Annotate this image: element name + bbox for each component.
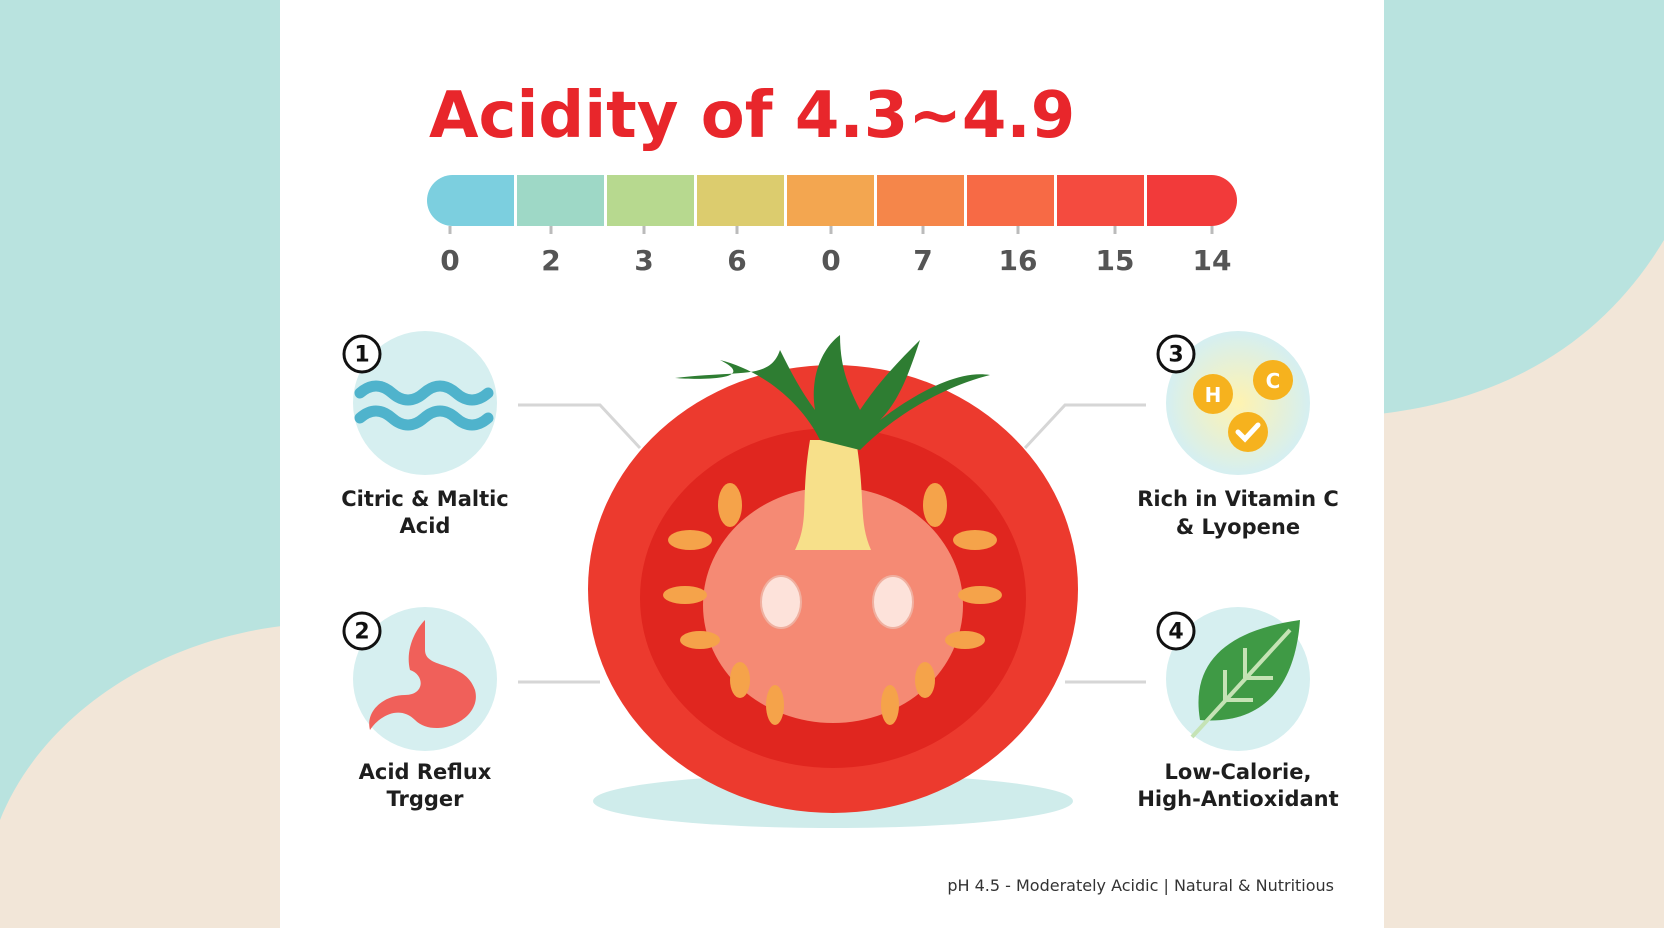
scale-label: 16 [999,244,1038,277]
scale-segment [697,175,784,226]
scale-label: 3 [634,244,653,277]
icon-letter: C [1266,369,1281,393]
item-4: 4 Low-Calorie, High-Antioxidant [1137,607,1339,811]
item-number: 1 [354,343,369,368]
item-label: Citric & Maltic [341,487,509,511]
item-label: Low-Calorie, [1165,760,1312,784]
scale-segment [877,175,964,226]
item-label: High-Antioxidant [1137,787,1338,811]
item-number: 2 [354,620,369,645]
background-shape [1370,0,1664,415]
item-2: 2 Acid Reflux Trgger [342,607,497,811]
scale-segment [967,175,1054,226]
scale-label: 15 [1096,244,1135,277]
background-shape [0,0,290,820]
icon-letter: H [1205,383,1222,407]
scale-segment [1147,175,1237,226]
item-label: & Lyopene [1176,515,1300,539]
ph-scale-labels: 0 2 3 6 0 7 16 15 14 [440,226,1231,277]
footer: pH 4.5 - Moderately Acidic | Natural & N… [947,876,1334,895]
item-1: 1 Citric & Maltic Acid [341,331,509,538]
scale-label: 2 [541,244,560,277]
scale-segment [607,175,694,226]
scale-segment [1057,175,1144,226]
ph-scale [427,175,1237,226]
tomato-illustration [588,335,1078,828]
item-label: Acid Reflux [359,760,492,784]
item-number: 4 [1168,620,1183,645]
scale-segment [517,175,604,226]
scale-label: 7 [913,244,932,277]
item-label: Acid [400,514,451,538]
item-label: Rich in Vitamin C [1137,487,1339,511]
scale-label: 6 [727,244,746,277]
connectors [518,403,1146,684]
scale-label: 0 [440,244,459,277]
title: Acidity of 4.3~4.9 [429,79,1075,153]
scale-segment [787,175,874,226]
item-label: Trgger [386,787,464,811]
scale-label: 0 [821,244,840,277]
item-3: H C 3 Rich in Vitamin C & Lyopene [1137,331,1339,539]
scale-segment [427,175,514,226]
scale-label: 14 [1193,244,1232,277]
item-number: 3 [1168,343,1183,368]
